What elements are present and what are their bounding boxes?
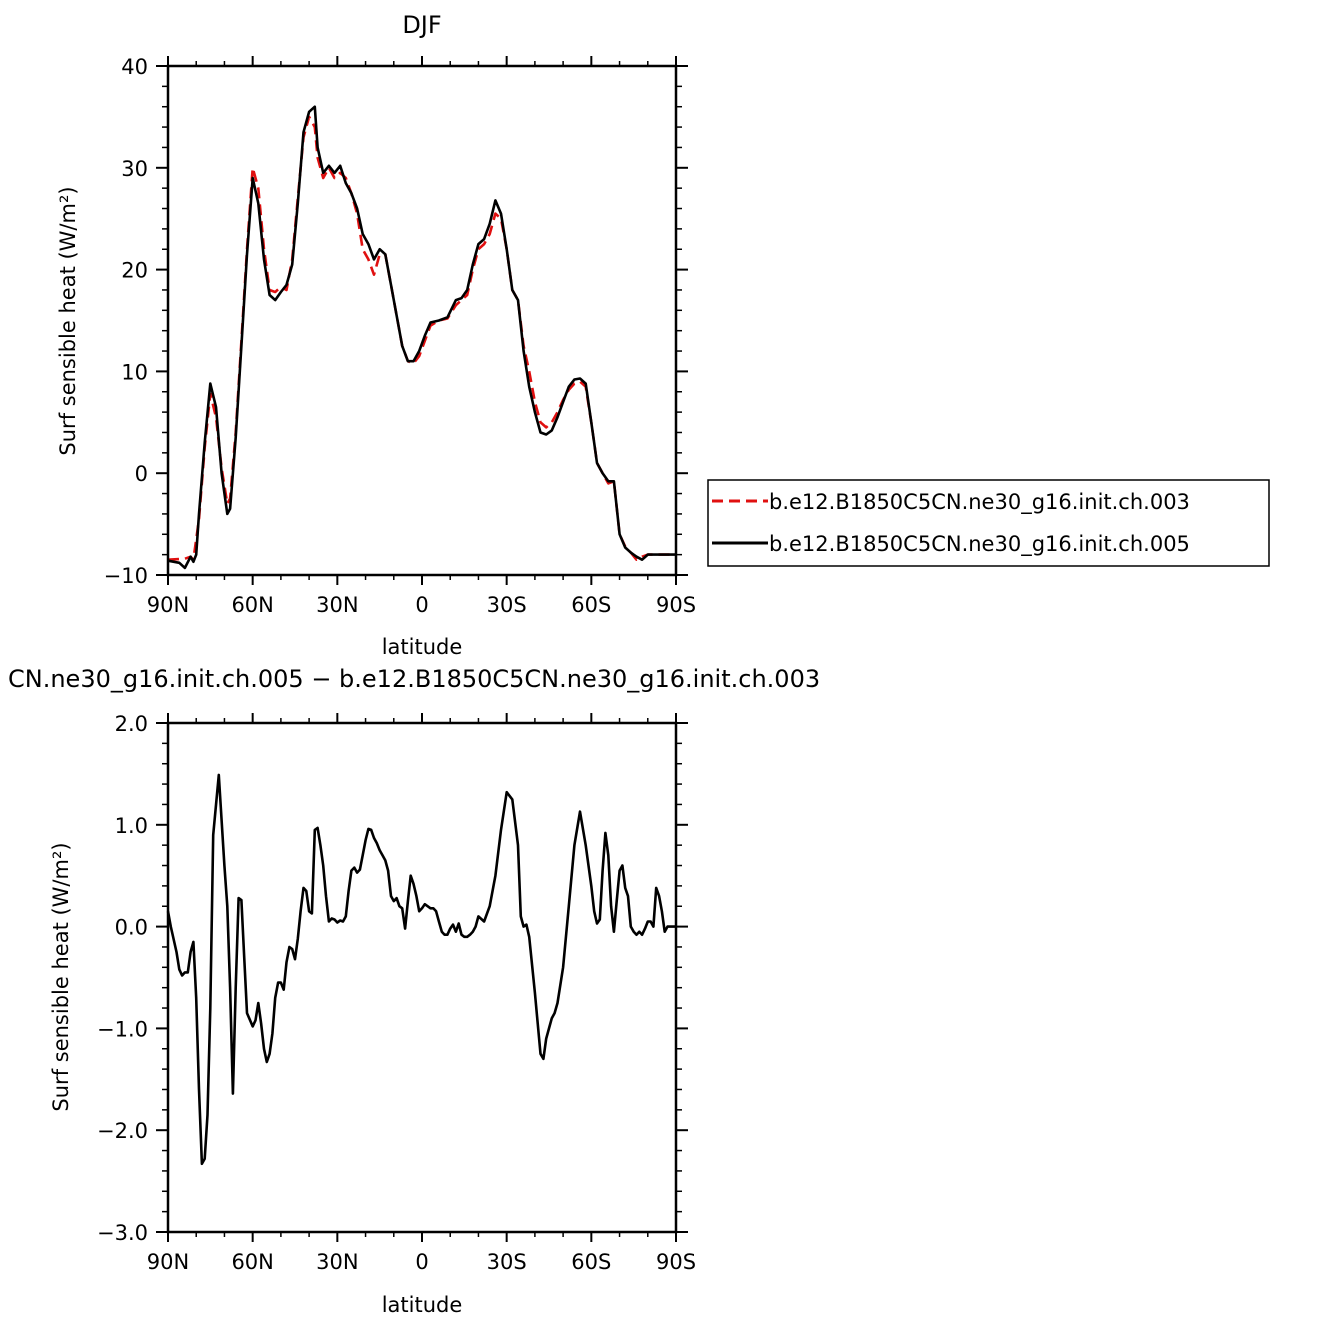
x-tick-label: 60N — [231, 593, 273, 617]
bottom-chart-lines — [166, 773, 676, 1166]
y-tick-label: 20 — [121, 259, 148, 283]
top-chart-series-line-1 — [167, 105, 676, 570]
bottom-chart-title: CN.ne30_g16.init.ch.005 − b.e12.B1850C5C… — [8, 665, 820, 693]
x-tick-label: 30S — [487, 1250, 527, 1274]
x-tick-label: 60S — [571, 1250, 611, 1274]
y-tick-label: −3.0 — [97, 1221, 148, 1245]
bottom-chart-xlabel: latitude — [382, 1293, 463, 1317]
x-tick-label: 90S — [656, 593, 696, 617]
y-tick-label: −2.0 — [97, 1119, 148, 1143]
x-tick-label: 90N — [147, 593, 189, 617]
x-tick-label: 60N — [231, 1250, 273, 1274]
y-tick-label: 0 — [135, 462, 148, 486]
bottom-chart-ticks: 90N 60N 30N 0 30S 60S 90S −3.0 −2.0 −1.0 0.0 1.0 2.0 — [97, 712, 696, 1274]
y-tick-label: 30 — [121, 157, 148, 181]
x-tick-label: 30N — [316, 1250, 358, 1274]
legend: b.e12.B1850C5CN.ne30_g16.init.ch.003 b.e… — [707, 479, 1270, 567]
top-chart-title: DJF — [402, 11, 441, 39]
x-tick-label: 0 — [415, 1250, 428, 1274]
y-tick-label: 0.0 — [115, 916, 148, 940]
legend-label-ch003: b.e12.B1850C5CN.ne30_g16.init.ch.003 — [769, 490, 1190, 515]
top-chart-xlabel: latitude — [382, 635, 463, 659]
y-tick-label: −1.0 — [97, 1017, 148, 1041]
x-tick-label: 60S — [571, 593, 611, 617]
x-tick-label: 90S — [656, 1250, 696, 1274]
x-tick-label: 30S — [487, 593, 527, 617]
y-tick-label: 2.0 — [115, 712, 148, 736]
x-tick-label: 30N — [316, 593, 358, 617]
legend-label-ch005: b.e12.B1850C5CN.ne30_g16.init.ch.005 — [769, 532, 1190, 557]
bottom-chart-ylabel: Surf sensible heat (W/m²) — [49, 842, 73, 1111]
bottom-chart: CN.ne30_g16.init.ch.005 − b.e12.B1850C5C… — [8, 665, 820, 1317]
y-tick-label: 10 — [121, 360, 148, 384]
y-tick-label: 1.0 — [115, 814, 148, 838]
y-tick-label: 40 — [121, 55, 148, 79]
top-chart: DJF Surf sensible heat (W/m²) latitude 9… — [56, 11, 696, 659]
bottom-chart-series-line-0 — [166, 773, 676, 1166]
top-chart-lines — [167, 105, 676, 570]
x-tick-label: 90N — [147, 1250, 189, 1274]
top-chart-series-line-0 — [167, 115, 676, 562]
top-chart-ylabel: Surf sensible heat (W/m²) — [56, 186, 80, 455]
y-tick-label: −10 — [104, 564, 148, 588]
top-chart-frame — [166, 64, 678, 577]
bottom-chart-frame — [166, 721, 678, 1234]
legend-box — [707, 479, 1270, 567]
x-tick-label: 0 — [415, 593, 428, 617]
top-chart-ticks: 90N 60N 30N 0 30S 60S 90S −10 0 10 20 30 40 — [104, 55, 696, 617]
